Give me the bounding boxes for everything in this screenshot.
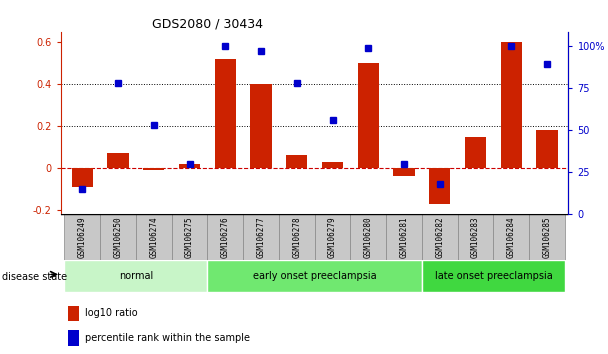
Bar <box>422 260 565 292</box>
Bar <box>529 214 565 260</box>
Bar <box>358 63 379 168</box>
Text: log10 ratio: log10 ratio <box>85 308 137 318</box>
Text: GSM106275: GSM106275 <box>185 216 194 258</box>
Text: normal: normal <box>119 271 153 281</box>
Bar <box>386 214 422 260</box>
Text: GSM106250: GSM106250 <box>114 216 122 258</box>
Bar <box>279 214 315 260</box>
Text: GSM106249: GSM106249 <box>78 216 87 258</box>
Bar <box>322 162 344 168</box>
Bar <box>64 260 207 292</box>
Text: GSM106282: GSM106282 <box>435 216 444 258</box>
Bar <box>458 214 494 260</box>
Text: GSM106281: GSM106281 <box>399 216 409 258</box>
Bar <box>107 153 129 168</box>
Bar <box>64 214 100 260</box>
Text: GSM106279: GSM106279 <box>328 216 337 258</box>
Bar <box>207 260 422 292</box>
Bar <box>536 130 558 168</box>
Text: late onset preeclampsia: late onset preeclampsia <box>435 271 552 281</box>
Bar <box>315 214 350 260</box>
Text: GSM106285: GSM106285 <box>542 216 551 258</box>
Text: GDS2080 / 30434: GDS2080 / 30434 <box>152 18 263 31</box>
Bar <box>243 214 279 260</box>
Bar <box>171 214 207 260</box>
Bar <box>68 306 80 321</box>
Bar <box>494 214 529 260</box>
Bar <box>68 330 80 346</box>
Bar <box>215 59 236 168</box>
Bar <box>100 214 136 260</box>
Bar <box>250 84 272 168</box>
Text: GSM106284: GSM106284 <box>507 216 516 258</box>
Bar <box>143 168 165 170</box>
Bar <box>350 214 386 260</box>
Text: GSM106283: GSM106283 <box>471 216 480 258</box>
Text: early onset preeclampsia: early onset preeclampsia <box>253 271 376 281</box>
Text: GSM106280: GSM106280 <box>364 216 373 258</box>
Text: GSM106277: GSM106277 <box>257 216 266 258</box>
Text: GSM106274: GSM106274 <box>149 216 158 258</box>
Text: GSM106276: GSM106276 <box>221 216 230 258</box>
Text: GSM106278: GSM106278 <box>292 216 301 258</box>
Text: percentile rank within the sample: percentile rank within the sample <box>85 333 250 343</box>
Text: disease state: disease state <box>2 272 67 282</box>
Bar <box>72 168 93 187</box>
Bar <box>393 168 415 176</box>
Bar <box>465 137 486 168</box>
Bar <box>286 155 308 168</box>
Bar <box>136 214 171 260</box>
Bar <box>179 164 200 168</box>
Bar <box>500 42 522 168</box>
Bar <box>422 214 458 260</box>
Bar <box>429 168 451 204</box>
Bar <box>207 214 243 260</box>
